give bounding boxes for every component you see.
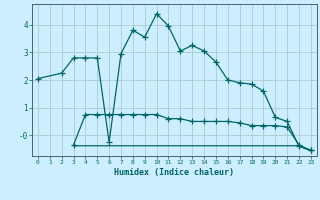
X-axis label: Humidex (Indice chaleur): Humidex (Indice chaleur) <box>115 168 234 177</box>
